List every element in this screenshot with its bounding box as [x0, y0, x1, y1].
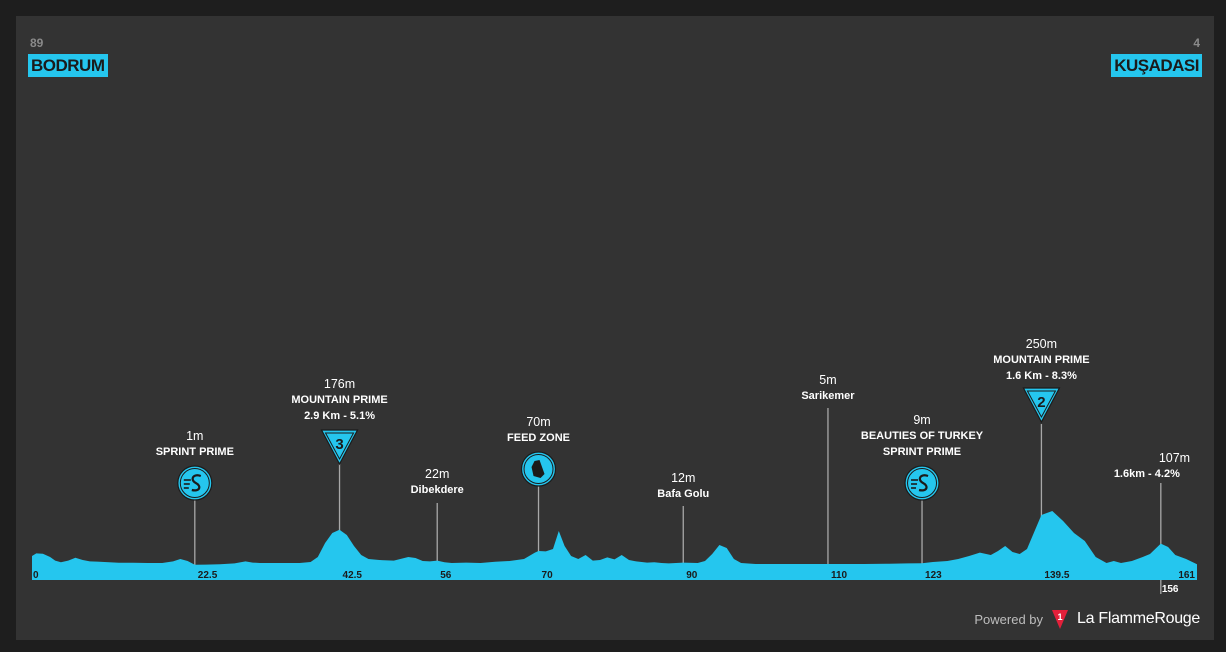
x-tick-label: 0: [33, 570, 39, 581]
annotation-altitude: 176m: [324, 377, 355, 391]
powered-by: Powered by 1 La FlammeRouge: [974, 608, 1200, 630]
annotation-label: MOUNTAIN PRIME: [291, 394, 387, 406]
sprint-icon: [177, 465, 213, 501]
finish-city-badge: KUŞADASI: [1111, 54, 1202, 77]
annotation-altitude: 5m: [819, 373, 836, 387]
sprint-icon: [904, 465, 940, 501]
x-tick-label: 110: [831, 570, 848, 581]
svg-text:1: 1: [1058, 612, 1063, 622]
mountain-prime-icon: 3: [320, 429, 359, 466]
powered-by-label: Powered by: [974, 611, 1044, 627]
x-tick-label: 56: [440, 570, 452, 581]
elevation-profile-chart: 1m SPRINT PRIME 176m MOUNTAIN PRIME 2.9 Km -…: [32, 337, 1197, 595]
flamme-rouge-logo-icon: 1: [1052, 610, 1069, 629]
feed-zone-icon: [520, 451, 557, 487]
annotation-label: 1.6km - 4.2%: [1114, 468, 1180, 480]
x-tick-label: 22.5: [198, 570, 218, 581]
annotation-icons: 1m SPRINT PRIME 176m MOUNTAIN PRIME 2.9 Km -…: [156, 337, 1190, 501]
mountain-prime-icon: 2: [1022, 387, 1061, 424]
annotation-label: SPRINT PRIME: [883, 446, 961, 458]
annotation-altitude: 107m: [1159, 451, 1190, 465]
annotation-altitude: 22m: [425, 467, 449, 481]
x-tick-label: 90: [686, 570, 698, 581]
start-altitude: 89: [30, 36, 44, 50]
stage-profile-panel: 89 BODRUM 4 KUŞADASI 1m SPRINT PRIME 176m M…: [16, 16, 1214, 640]
annotation-label: MOUNTAIN PRIME: [993, 354, 1089, 366]
annotation-label: Sarikemer: [801, 390, 855, 402]
x-tick-label: 161: [1178, 570, 1195, 581]
x-axis-tick-labels: 0 22.5 42.5 56 70 90 110 123 139.5 156 161: [33, 570, 1195, 595]
x-tick-label: 123: [925, 570, 942, 581]
annotation-altitude: 12m: [671, 471, 695, 485]
brand-name: La FlammeRouge: [1077, 610, 1200, 627]
climb-category-label: 3: [335, 436, 343, 453]
x-tick-label: 42.5: [343, 570, 363, 581]
annotation-label: SPRINT PRIME: [156, 446, 234, 458]
elevation-profile-area: [32, 511, 1197, 580]
annotation-label: Dibekdere: [411, 484, 464, 496]
annotation-label: Bafa Golu: [657, 488, 709, 500]
annotation-label: BEAUTIES OF TURKEY: [861, 430, 984, 442]
x-tick-label: 139.5: [1044, 570, 1069, 581]
annotation-altitude: 70m: [526, 415, 550, 429]
annotation-label: 1.6 Km - 8.3%: [1006, 370, 1077, 382]
annotation-label: FEED ZONE: [507, 432, 570, 444]
finish-altitude: 4: [1193, 36, 1200, 50]
climb-category-label: 2: [1037, 394, 1045, 411]
start-city-badge: BODRUM: [28, 54, 108, 77]
x-tick-label: 156: [1162, 584, 1179, 595]
annotation-label: 2.9 Km - 5.1%: [304, 410, 375, 422]
x-tick-label: 70: [542, 570, 554, 581]
annotation-altitude: 1m: [186, 429, 203, 443]
annotation-altitude: 9m: [913, 413, 930, 427]
annotation-altitude: 250m: [1026, 337, 1057, 351]
